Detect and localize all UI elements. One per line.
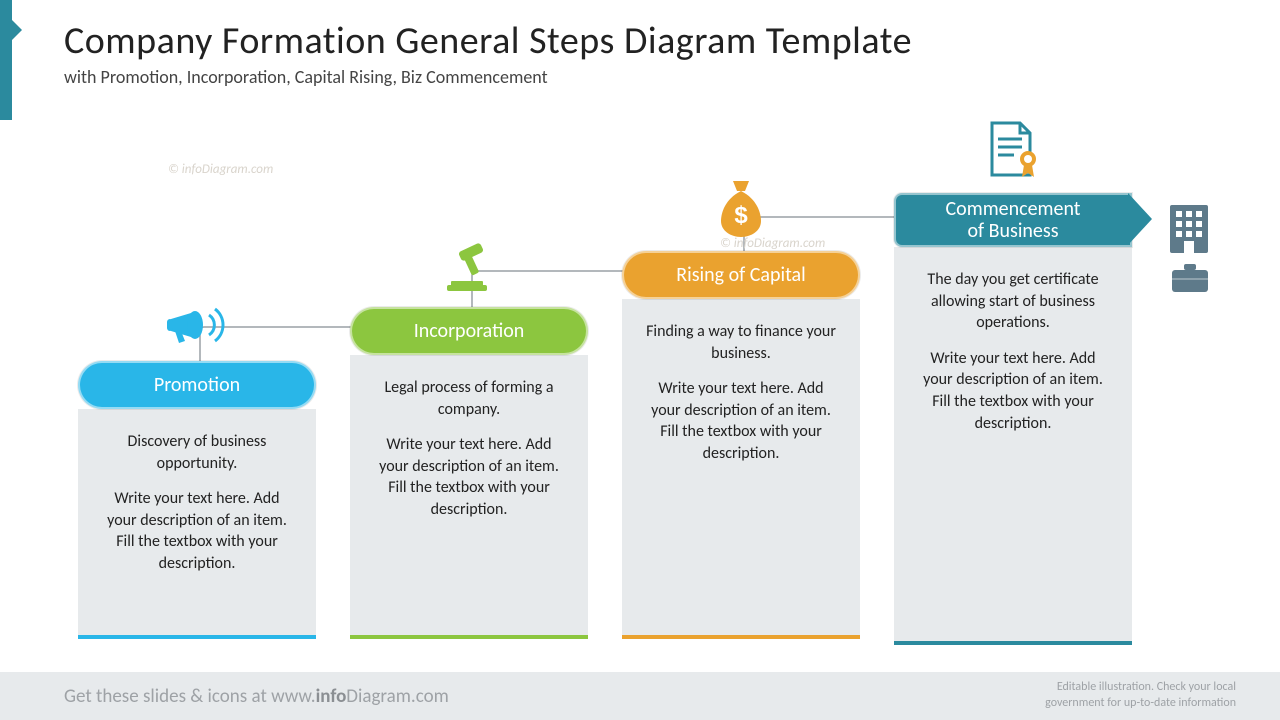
step-2: IncorporationLegal process of forming a …	[350, 307, 588, 639]
footer: Get these slides & icons at www.infoDiag…	[0, 672, 1280, 720]
step-desc-main: Finding a way to finance your business.	[642, 321, 840, 364]
step-desc-main: The day you get certificate allowing sta…	[914, 269, 1112, 334]
step-desc-placeholder: Write your text here. Add your descripti…	[370, 434, 568, 520]
building-icon	[1164, 199, 1214, 260]
step-desc-placeholder: Write your text here. Add your descripti…	[642, 378, 840, 464]
step-desc-main: Discovery of business opportunity.	[98, 431, 296, 474]
step-body: Finding a way to finance your business. W…	[622, 299, 860, 639]
side-accent	[0, 0, 12, 120]
moneybag-icon: $	[717, 177, 765, 244]
step-desc-main: Legal process of forming a company.	[370, 377, 568, 420]
page-title: Company Formation General Steps Diagram …	[64, 18, 1280, 64]
watermark: © infoDiagram.com	[168, 162, 273, 177]
step-header: Rising of Capital	[622, 251, 860, 299]
footer-source: Get these slides & icons at www.infoDiag…	[64, 685, 449, 708]
step-desc-placeholder: Write your text here. Add your descripti…	[98, 488, 296, 574]
step-3: $ Rising of CapitalFinding a way to fina…	[622, 251, 860, 639]
svg-text:$: $	[734, 202, 748, 229]
watermark: © infoDiagram.com	[720, 236, 825, 251]
briefcase-icon	[1170, 264, 1214, 299]
step-1: PromotionDiscovery of business opportuni…	[78, 361, 316, 639]
step-body: The day you get certificate allowing sta…	[894, 247, 1132, 645]
steps-diagram: PromotionDiscovery of business opportuni…	[78, 155, 1202, 645]
megaphone-icon	[165, 303, 229, 352]
footer-note: Editable illustration. Check your local …	[1045, 680, 1236, 711]
destination-icons	[1164, 199, 1214, 299]
step-desc-placeholder: Write your text here. Add your descripti…	[914, 348, 1112, 434]
step-4: Commencementof Business The day you get c…	[894, 193, 1132, 645]
page-subtitle: with Promotion, Incorporation, Capital R…	[64, 66, 1280, 88]
step-body: Legal process of forming a company. Write…	[350, 355, 588, 639]
step-header: Commencementof Business	[894, 193, 1132, 247]
step-header: Incorporation	[350, 307, 588, 355]
step-header: Promotion	[78, 361, 316, 409]
gavel-icon	[439, 241, 499, 300]
certificate-icon	[986, 119, 1040, 186]
step-body: Discovery of business opportunity. Write …	[78, 409, 316, 639]
header: Company Formation General Steps Diagram …	[0, 0, 1280, 88]
